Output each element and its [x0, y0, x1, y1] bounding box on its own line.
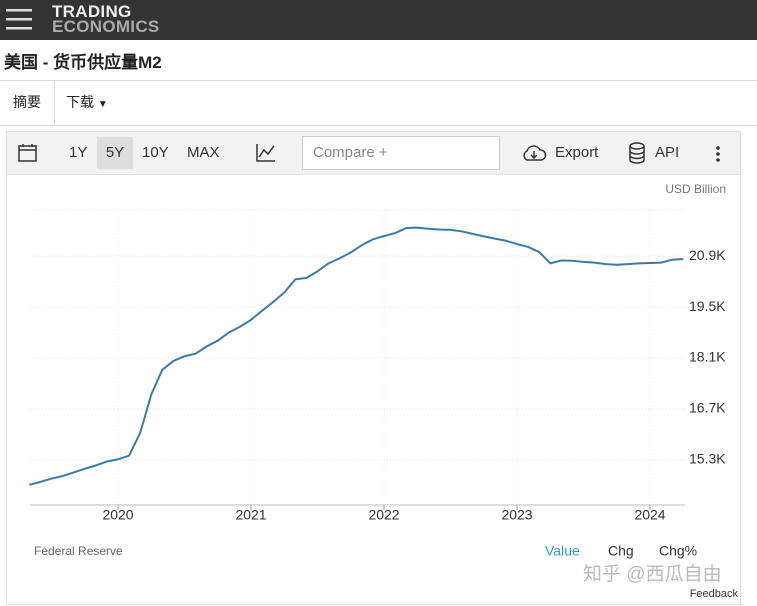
y-tick-label: 19.5K [689, 298, 726, 314]
y-tick-label: 15.3K [689, 451, 726, 467]
chart-panel: 1Y 5Y 10Y MAX Compare + Export API [6, 131, 741, 605]
range-button[interactable]: 5Y [97, 137, 133, 169]
api-button[interactable]: API [655, 144, 680, 161]
compare-input[interactable]: Compare + [302, 136, 500, 170]
chart-type-icon[interactable] [255, 143, 277, 163]
cloud-icon[interactable] [521, 144, 547, 164]
unit-label: USD Billion [665, 182, 726, 196]
range-button[interactable]: MAX [187, 144, 220, 161]
logo-line: TRADING [52, 2, 132, 21]
feedback-link[interactable]: Feedback [690, 588, 739, 600]
watermark: 知乎 @西瓜自由 [583, 563, 722, 585]
y-tick-label: 20.9K [689, 247, 726, 263]
toolbar: 1Y 5Y 10Y MAX Compare + Export API [7, 132, 740, 175]
tab[interactable]: 下载 ▼ [66, 81, 108, 125]
x-tick-label: 2023 [501, 507, 532, 523]
y-tick-label: 16.7K [689, 400, 726, 416]
more-button[interactable] [715, 145, 721, 163]
source-label: Federal Reserve [34, 544, 123, 558]
x-tick-label: 2022 [368, 507, 399, 523]
calendar-icon[interactable] [18, 143, 38, 163]
logo[interactable]: TRADING ECONOMICS [52, 2, 160, 36]
tabs: 摘要 下载 ▼ [0, 80, 757, 126]
mode-button[interactable]: Chg% [659, 543, 697, 559]
export-button[interactable]: Export [555, 144, 599, 161]
x-tick-label: 2024 [634, 507, 665, 523]
menu-button[interactable] [6, 8, 32, 30]
caret: ▼ [97, 99, 108, 110]
tab-label: 下载 [66, 94, 94, 110]
top-bar: TRADING ECONOMICS [0, 0, 757, 40]
x-tick-label: 2020 [102, 507, 133, 523]
mode-button[interactable]: Value [545, 543, 580, 559]
tab[interactable]: 摘要 [0, 81, 55, 125]
x-tick-label: 2021 [235, 507, 266, 523]
y-tick-label: 18.1K [689, 349, 726, 365]
range-button[interactable]: 10Y [142, 144, 169, 161]
data-line [29, 226, 684, 486]
logo-line: ECONOMICS [52, 17, 160, 36]
mode-button[interactable]: Chg [608, 543, 634, 559]
page-title: 美国 - 货币供应量M2 [4, 53, 162, 72]
range-button[interactable]: 1Y [69, 144, 88, 161]
api-icon[interactable] [628, 142, 646, 164]
